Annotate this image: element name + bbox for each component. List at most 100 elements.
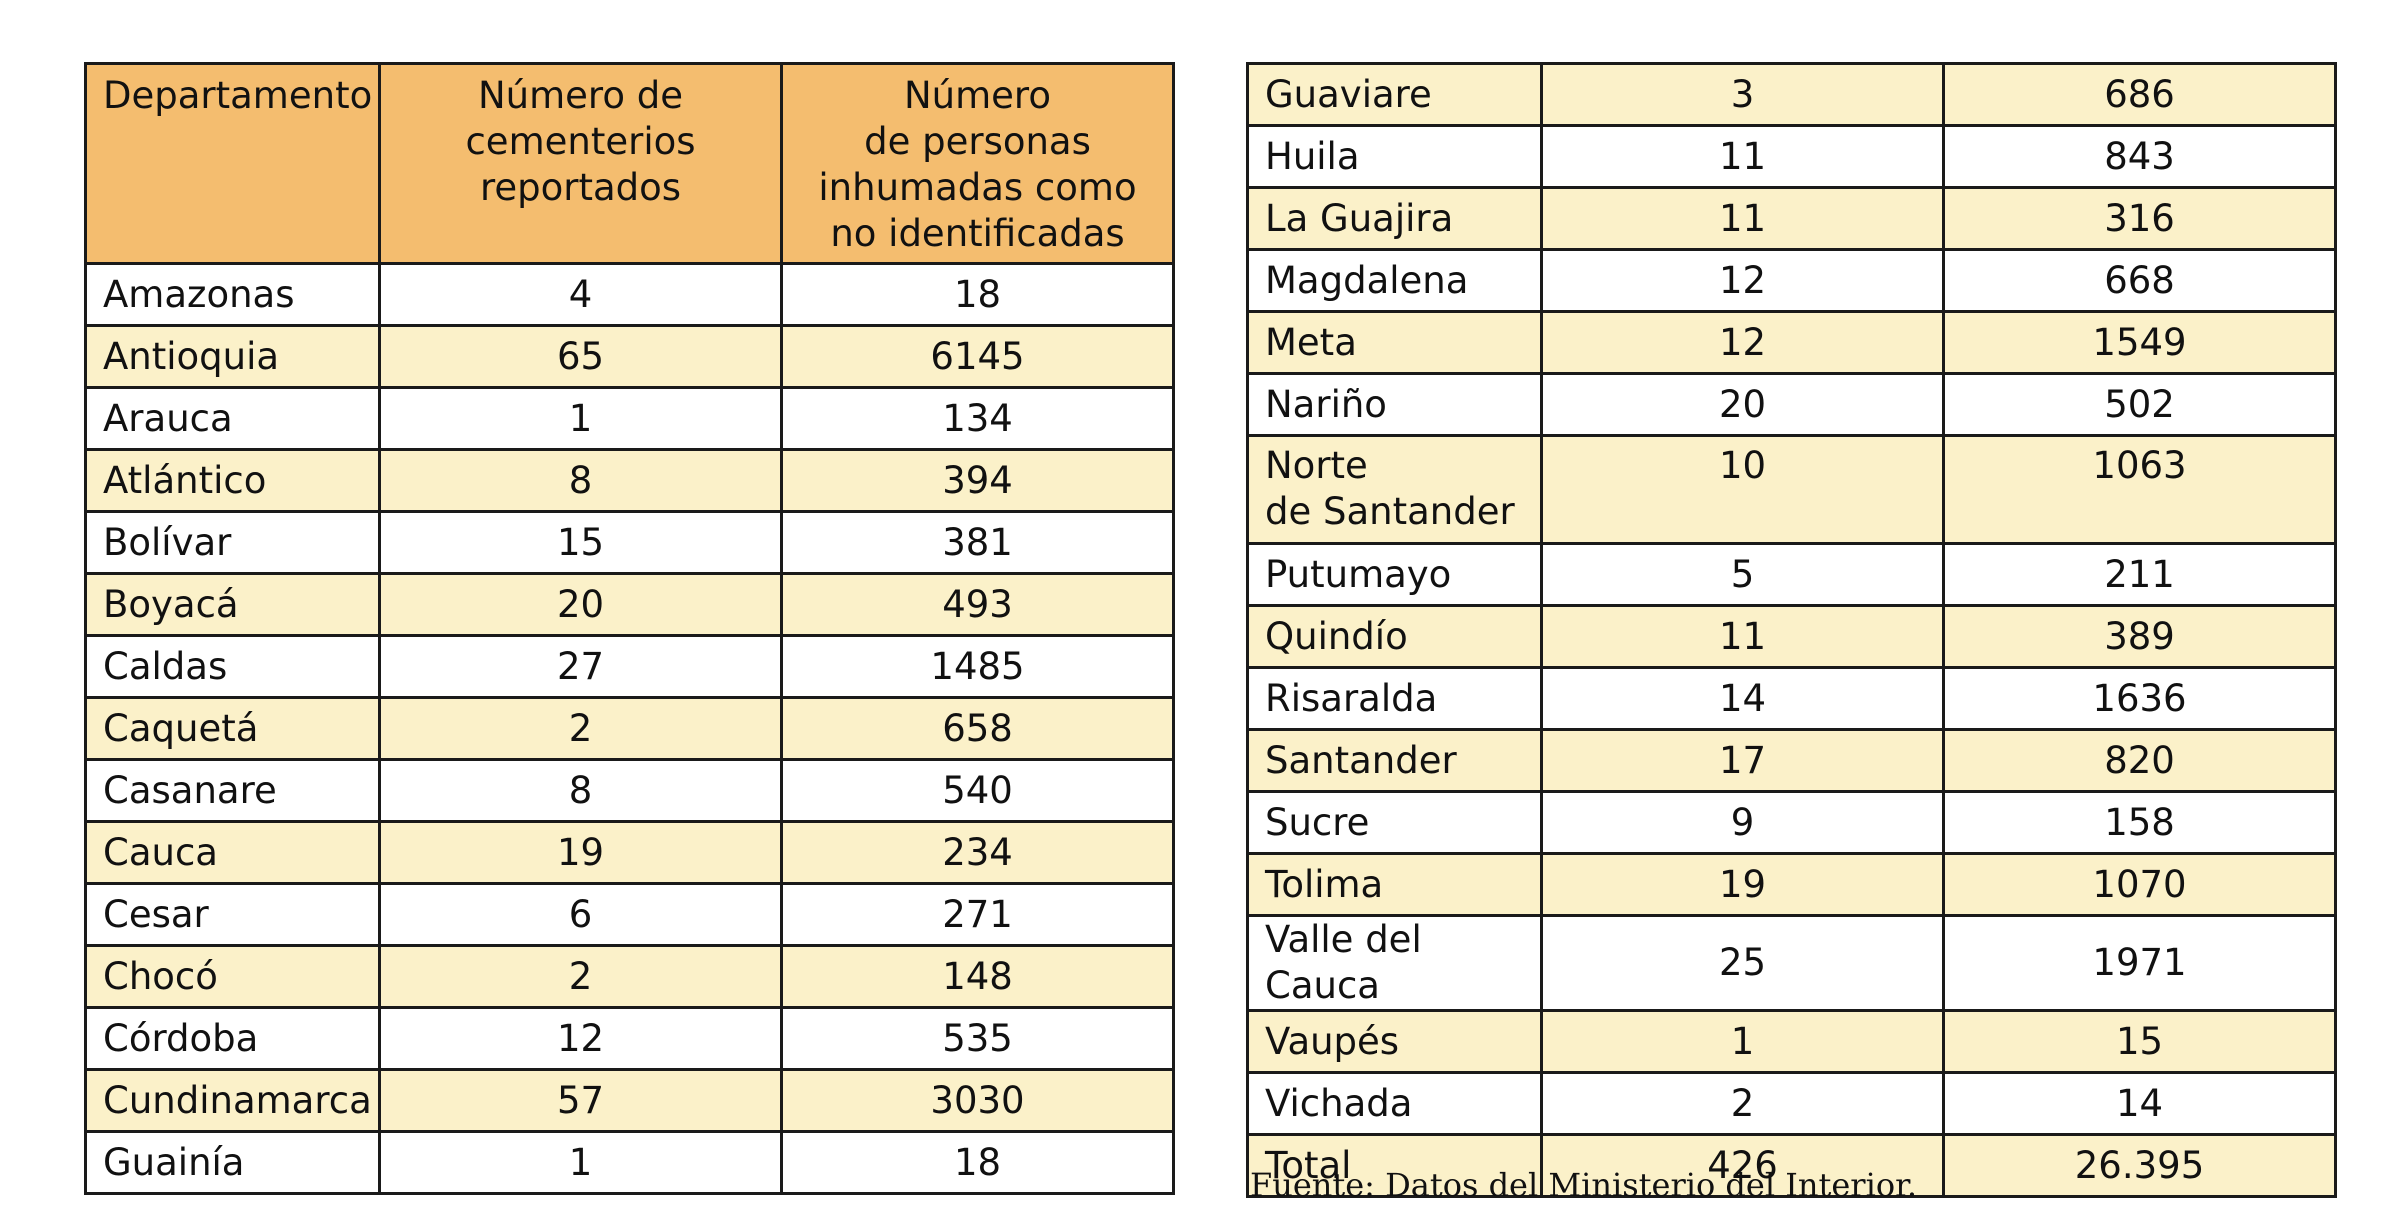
cell-departamento: Guainía <box>84 1130 381 1195</box>
cell-departamento: Huila <box>1246 124 1543 189</box>
cell-departamento: Cauca <box>84 820 381 885</box>
cell-cementerios: 12 <box>1540 310 1945 375</box>
table-row: Atlántico 8 394 <box>84 448 1175 513</box>
cell-departamento: Caquetá <box>84 696 381 761</box>
cell-cementerios: 4 <box>378 262 783 327</box>
table-row: Vaupés 1 15 <box>1246 1009 2337 1074</box>
cell-cementerios: 10 <box>1540 434 1945 545</box>
table-row: Santander 17 820 <box>1246 728 2337 793</box>
cell-personas: 540 <box>780 758 1175 823</box>
table-row: Chocó 2 148 <box>84 944 1175 1009</box>
cell-departamento: Boyacá <box>84 572 381 637</box>
cell-departamento: Antioquia <box>84 324 381 389</box>
table-row: Cauca 19 234 <box>84 820 1175 885</box>
cell-departamento: Caldas <box>84 634 381 699</box>
cell-personas: 535 <box>780 1006 1175 1071</box>
cell-departamento: Sucre <box>1246 790 1543 855</box>
cell-departamento: Chocó <box>84 944 381 1009</box>
cell-cementerios: 3 <box>1540 62 1945 127</box>
table-row: Caldas 27 1485 <box>84 634 1175 699</box>
cell-departamento: Meta <box>1246 310 1543 375</box>
table-row: Boyacá 20 493 <box>84 572 1175 637</box>
cell-departamento: Putumayo <box>1246 542 1543 607</box>
cell-personas: 148 <box>780 944 1175 1009</box>
source-note: Fuente: Datos del Ministerio del Interio… <box>1250 1166 1918 1204</box>
cell-personas: 234 <box>780 820 1175 885</box>
table-row: La Guajira 11 316 <box>1246 186 2337 251</box>
cell-departamento: Vichada <box>1246 1071 1543 1136</box>
cell-departamento: Bolívar <box>84 510 381 575</box>
cell-cementerios: 8 <box>378 758 783 823</box>
cell-personas: 381 <box>780 510 1175 575</box>
cell-cementerios: 20 <box>1540 372 1945 437</box>
header-row: Departamento Número de cementerios repor… <box>84 62 1175 265</box>
table-row: Nariño 20 502 <box>1246 372 2337 437</box>
cell-cementerios: 11 <box>1540 186 1945 251</box>
cell-cementerios: 11 <box>1540 124 1945 189</box>
cell-cementerios: 19 <box>1540 852 1945 917</box>
table-row: Total 426 26.395 <box>1246 1133 2337 1198</box>
cell-personas: 211 <box>1942 542 2337 607</box>
table-row: Caquetá 2 658 <box>84 696 1175 761</box>
table-row: Risaralda 14 1636 <box>1246 666 2337 731</box>
table-row: Guaviare 3 686 <box>1246 62 2337 127</box>
cell-personas: 493 <box>780 572 1175 637</box>
cell-departamento: Santander <box>1246 728 1543 793</box>
cell-departamento: Quindío <box>1246 604 1543 669</box>
cell-cementerios: 2 <box>378 944 783 1009</box>
right-table-body: Guaviare 3 686 Huila 11 843 La Guajira 11 316 Mag… <box>1246 62 2337 1198</box>
table-row: Bolívar 15 381 <box>84 510 1175 575</box>
cell-cementerios: 12 <box>1540 248 1945 313</box>
header-departamento: Departamento <box>84 62 381 265</box>
cell-departamento: Córdoba <box>84 1006 381 1071</box>
cell-cementerios: 5 <box>1540 542 1945 607</box>
cell-cementerios: 25 <box>1540 914 1945 1012</box>
table-row: Cesar 6 271 <box>84 882 1175 947</box>
cell-departamento: Amazonas <box>84 262 381 327</box>
cell-personas: 18 <box>780 262 1175 327</box>
cell-cementerios: 1 <box>1540 1009 1945 1074</box>
cell-cementerios: 8 <box>378 448 783 513</box>
table-row: Casanare 8 540 <box>84 758 1175 823</box>
cell-personas: 3030 <box>780 1068 1175 1133</box>
table-row: Sucre 9 158 <box>1246 790 2337 855</box>
cell-departamento: Total <box>1246 1133 1543 1198</box>
cell-cementerios: 426 <box>1540 1133 1945 1198</box>
cell-departamento: Cundinamarca <box>84 1068 381 1133</box>
cell-cementerios: 2 <box>1540 1071 1945 1136</box>
cell-personas: 668 <box>1942 248 2337 313</box>
table-row: Tolima 19 1070 <box>1246 852 2337 917</box>
cell-cementerios: 12 <box>378 1006 783 1071</box>
cell-personas: 686 <box>1942 62 2337 127</box>
table-row: Vichada 2 14 <box>1246 1071 2337 1136</box>
table-row: Putumayo 5 211 <box>1246 542 2337 607</box>
cell-cementerios: 1 <box>378 1130 783 1195</box>
cell-personas: 6145 <box>780 324 1175 389</box>
cell-personas: 15 <box>1942 1009 2337 1074</box>
table-row: Córdoba 12 535 <box>84 1006 1175 1071</box>
header-cementerios-label: Número de cementerios reportados <box>465 74 696 209</box>
cell-cementerios: 27 <box>378 634 783 699</box>
cell-personas: 394 <box>780 448 1175 513</box>
cell-personas: 26.395 <box>1942 1133 2337 1198</box>
left-table: Departamento Número de cementerios repor… <box>84 62 1175 1195</box>
cell-departamento: Arauca <box>84 386 381 451</box>
table-row: Magdalena 12 668 <box>1246 248 2337 313</box>
left-table-body: Amazonas 4 18 Antioquia 65 6145 Arauca 1 134 Atlá… <box>84 262 1175 1195</box>
cell-departamento: Cesar <box>84 882 381 947</box>
cell-cementerios: 11 <box>1540 604 1945 669</box>
cell-cementerios: 14 <box>1540 666 1945 731</box>
cell-departamento: Tolima <box>1246 852 1543 917</box>
cell-personas: 658 <box>780 696 1175 761</box>
cell-personas: 1971 <box>1942 914 2337 1012</box>
cell-personas: 158 <box>1942 790 2337 855</box>
cell-cementerios: 9 <box>1540 790 1945 855</box>
cell-personas: 18 <box>780 1130 1175 1195</box>
cell-cementerios: 19 <box>378 820 783 885</box>
header-personas-label: Número de personas inhumadas como no ide… <box>818 74 1137 255</box>
cell-personas: 134 <box>780 386 1175 451</box>
table-row: Antioquia 65 6145 <box>84 324 1175 389</box>
header-personas: Número de personas inhumadas como no ide… <box>780 62 1175 265</box>
cell-personas: 1070 <box>1942 852 2337 917</box>
table-row: Cundinamarca 57 3030 <box>84 1068 1175 1133</box>
